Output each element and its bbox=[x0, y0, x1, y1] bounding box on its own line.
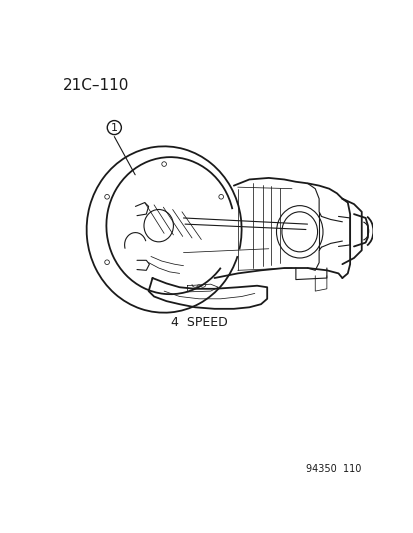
Text: 1: 1 bbox=[111, 123, 118, 133]
Text: 94350  110: 94350 110 bbox=[306, 464, 361, 474]
Text: 4  SPEED: 4 SPEED bbox=[171, 316, 227, 329]
Circle shape bbox=[107, 120, 121, 135]
Text: 21C–110: 21C–110 bbox=[63, 78, 129, 93]
